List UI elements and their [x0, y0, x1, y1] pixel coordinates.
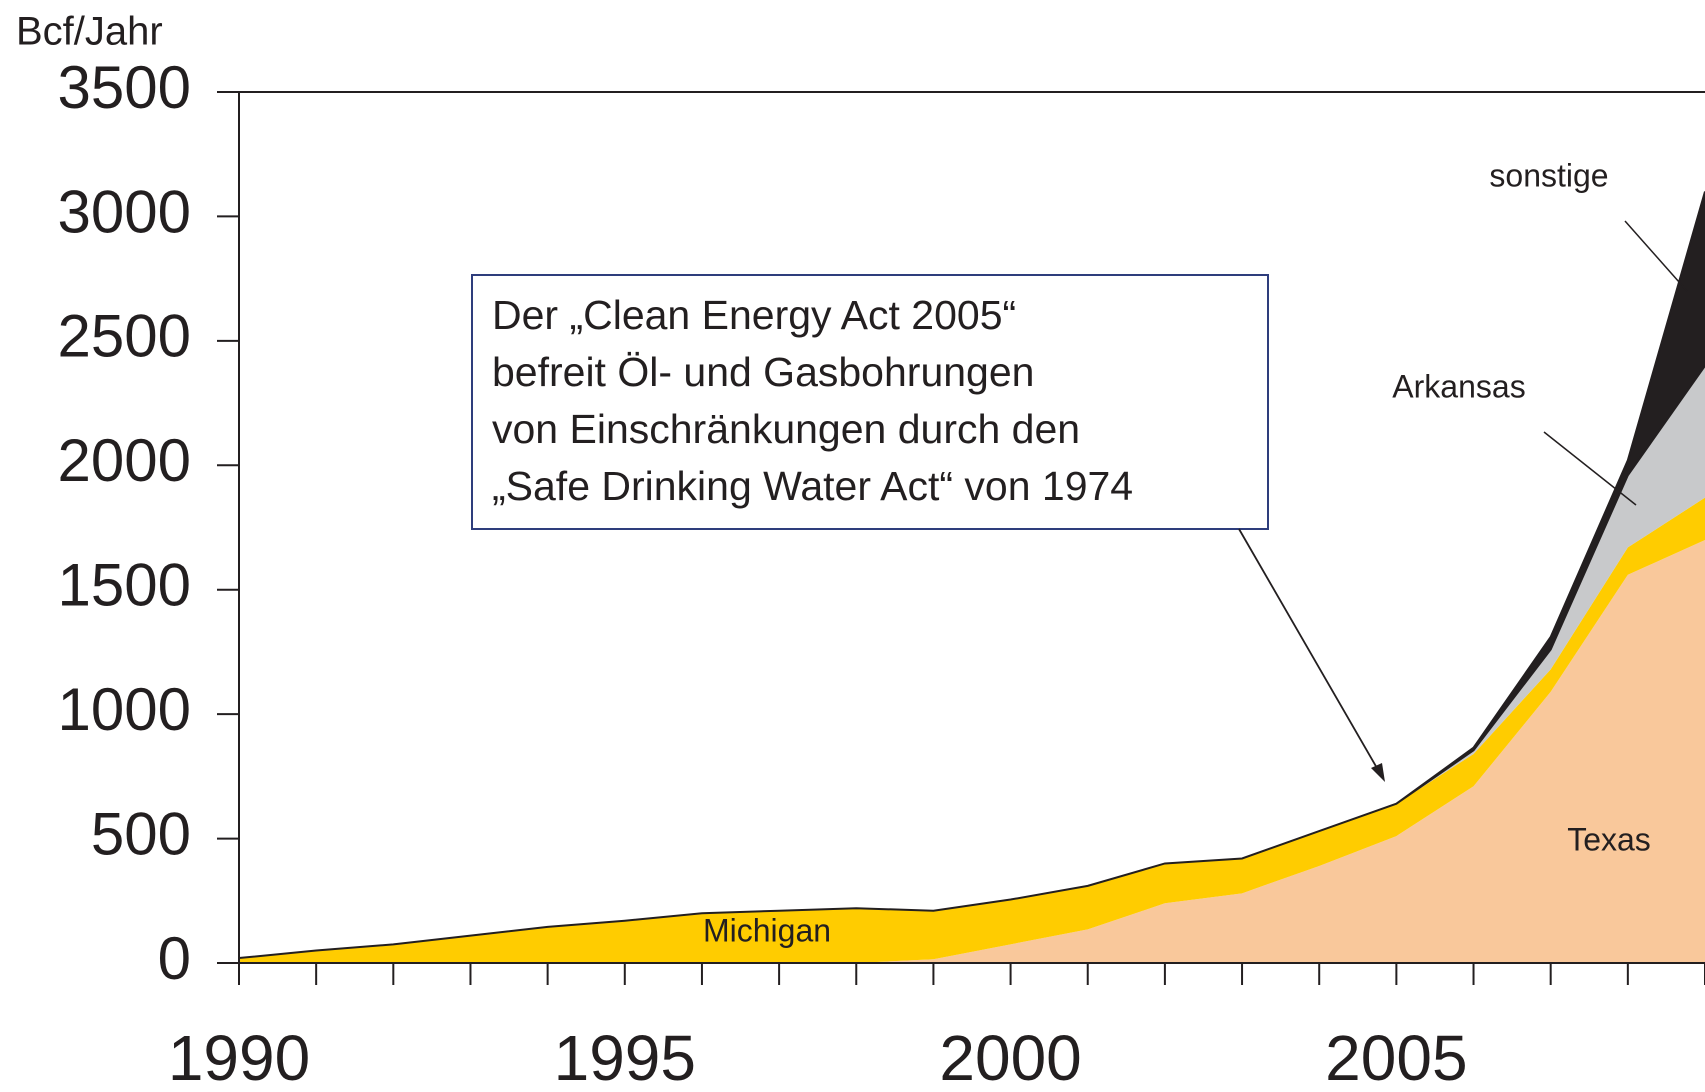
area — [239, 497, 1705, 963]
y-tick-label: 3000 — [58, 178, 191, 245]
x-tick-label: 2000 — [939, 1022, 1081, 1092]
series-label: sonstige — [1489, 157, 1608, 193]
y-tick-label: 3500 — [58, 54, 191, 121]
y-tick-label: 0 — [158, 925, 191, 992]
annotation-text: befreit Öl- und Gasbohrungen — [492, 349, 1034, 395]
annotation-text: von Einschränkungen durch den — [492, 406, 1080, 452]
arrow-head — [1371, 763, 1385, 782]
y-axis-label: Bcf/Jahr — [16, 10, 163, 54]
annotation-text: „Safe Drinking Water Act“ von 1974 — [492, 463, 1133, 509]
area — [239, 539, 1705, 963]
annotation-arrow — [1238, 528, 1382, 776]
y-tick-label: 1500 — [58, 552, 191, 619]
x-tick-label: 2005 — [1325, 1022, 1467, 1092]
area — [238, 191, 1705, 960]
x-tick-label: 1995 — [554, 1022, 696, 1092]
annotation-box — [471, 274, 1269, 530]
y-tick-label: 1000 — [58, 676, 191, 743]
series-label: Michigan — [703, 912, 831, 948]
y-tick-label: 500 — [91, 800, 191, 867]
y-tick-label: 2000 — [58, 427, 191, 494]
series-label: Texas — [1567, 821, 1651, 857]
leader-line — [1624, 220, 1688, 292]
series-label: Arkansas — [1392, 368, 1525, 404]
y-tick-label: 2500 — [58, 303, 191, 370]
leader-line — [1543, 431, 1637, 506]
annotation-text: Der „Clean Energy Act 2005“ — [492, 292, 1016, 338]
x-tick-label: 1990 — [168, 1022, 310, 1092]
